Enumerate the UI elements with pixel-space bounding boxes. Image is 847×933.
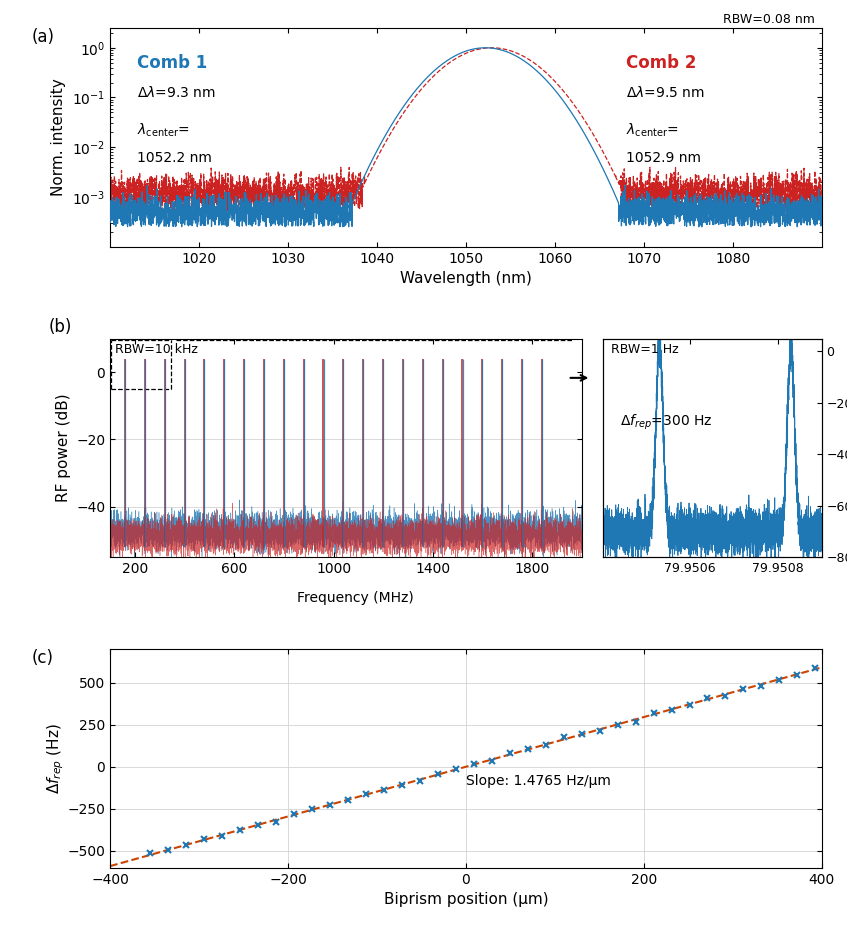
Text: RBW=1 Hz: RBW=1 Hz bbox=[612, 343, 679, 355]
Text: $\Delta f_{rep}$=300 Hz: $\Delta f_{rep}$=300 Hz bbox=[620, 413, 712, 432]
Text: (c): (c) bbox=[32, 649, 54, 667]
Text: Slope: 1.4765 Hz/μm: Slope: 1.4765 Hz/μm bbox=[466, 773, 611, 787]
Text: Comb 1: Comb 1 bbox=[137, 53, 207, 72]
Text: $\Delta\lambda$=9.5 nm: $\Delta\lambda$=9.5 nm bbox=[626, 86, 705, 101]
Text: $\Delta\lambda$=9.3 nm: $\Delta\lambda$=9.3 nm bbox=[137, 86, 216, 101]
Text: 1052.2 nm: 1052.2 nm bbox=[137, 151, 212, 165]
Text: $\lambda_{\rm center}$=: $\lambda_{\rm center}$= bbox=[626, 121, 678, 139]
Y-axis label: $\Delta f_{rep}$ (Hz): $\Delta f_{rep}$ (Hz) bbox=[46, 723, 66, 794]
X-axis label: Biprism position (μm): Biprism position (μm) bbox=[384, 892, 548, 907]
Text: RBW=0.08 nm: RBW=0.08 nm bbox=[722, 13, 815, 26]
Text: 1052.9 nm: 1052.9 nm bbox=[626, 151, 701, 165]
Text: Comb 2: Comb 2 bbox=[626, 53, 696, 72]
Text: (b): (b) bbox=[49, 318, 72, 336]
X-axis label: Wavelength (nm): Wavelength (nm) bbox=[400, 272, 532, 286]
Y-axis label: Norm. intensity: Norm. intensity bbox=[52, 78, 66, 196]
Text: Frequency (MHz): Frequency (MHz) bbox=[297, 591, 414, 605]
Text: (a): (a) bbox=[32, 28, 55, 46]
Text: $\lambda_{\rm center}$=: $\lambda_{\rm center}$= bbox=[137, 121, 190, 139]
Y-axis label: RF power (dB): RF power (dB) bbox=[56, 394, 70, 502]
Text: RBW=10 kHz: RBW=10 kHz bbox=[115, 343, 197, 355]
